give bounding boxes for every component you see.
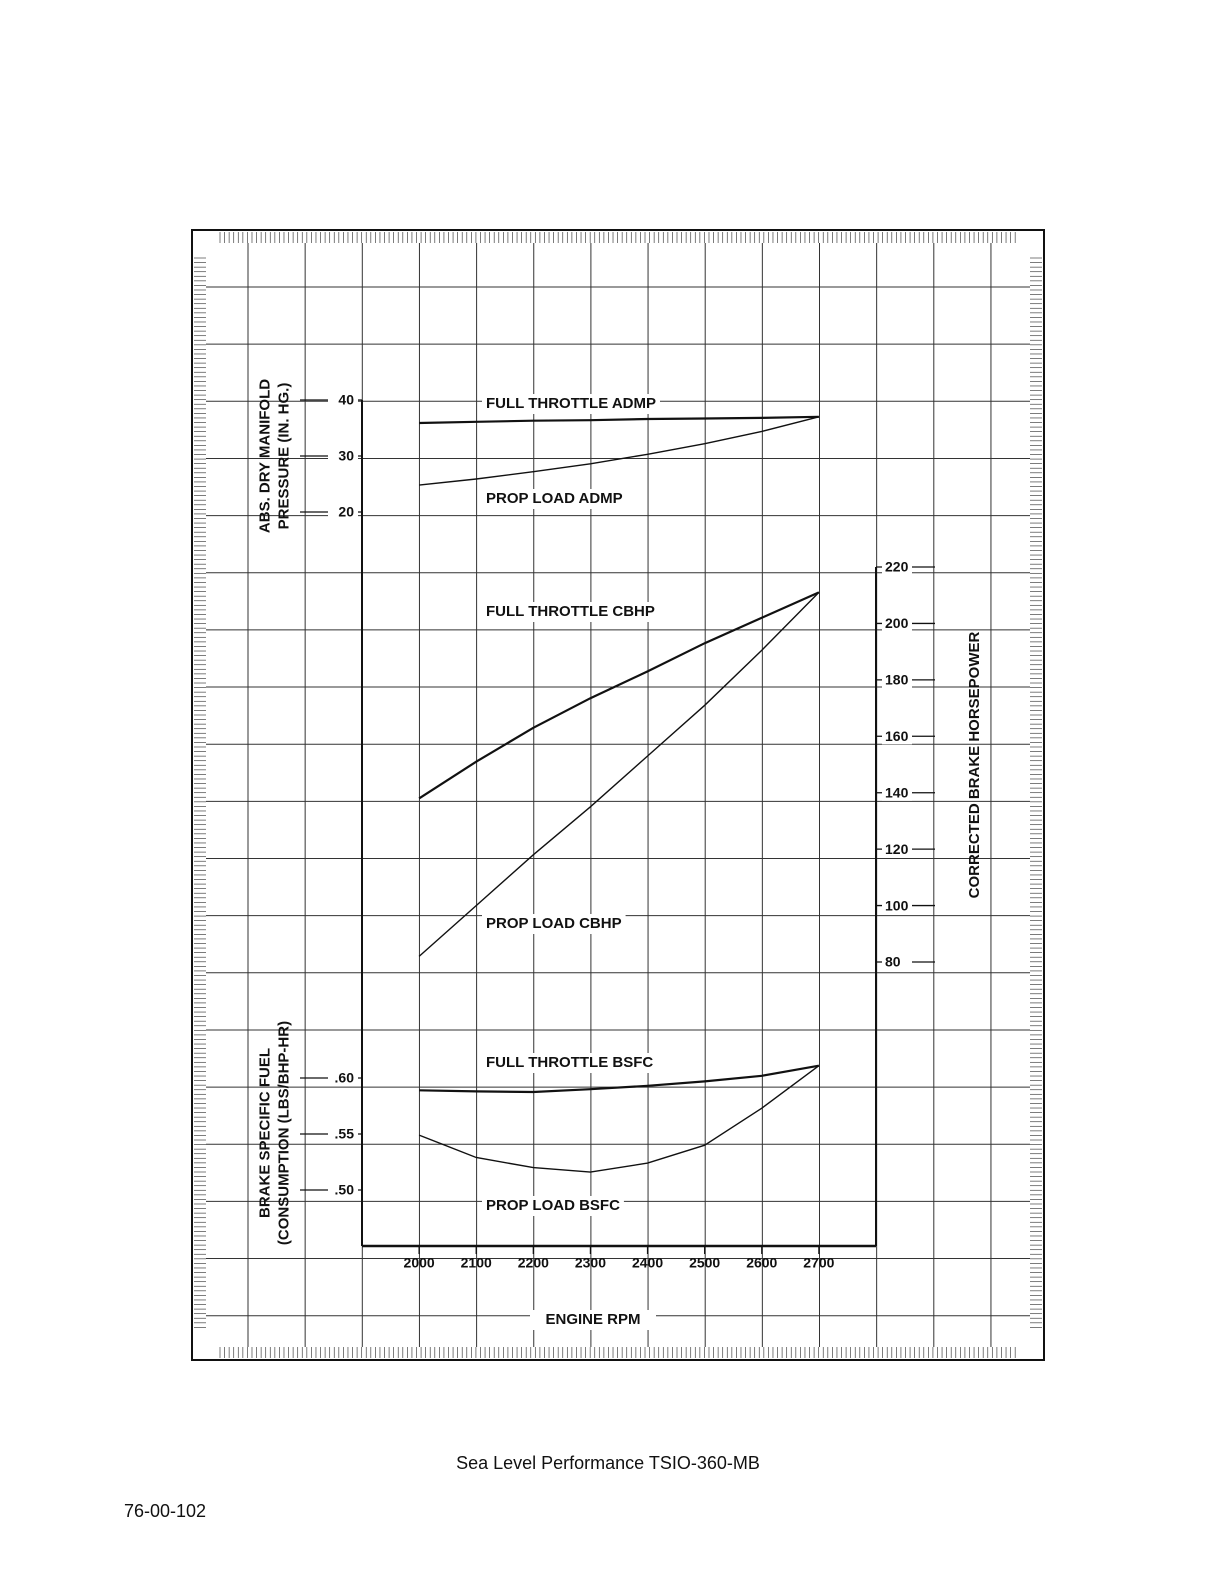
x-tick-label: 2500 bbox=[689, 1255, 720, 1271]
y-tick-label: .50 bbox=[335, 1182, 355, 1198]
y-tick-label: 180 bbox=[885, 672, 909, 688]
x-tick-label: 2300 bbox=[575, 1255, 606, 1271]
series-label: FULL THROTTLE ADMP bbox=[486, 395, 656, 412]
y-axis-label: CORRECTED BRAKE HORSEPOWER bbox=[966, 631, 983, 898]
series-line bbox=[418, 591, 820, 957]
y-axis-label-line: CORRECTED BRAKE HORSEPOWER bbox=[966, 631, 983, 898]
y-tick-label: 120 bbox=[885, 841, 909, 857]
y-tick-label: 140 bbox=[885, 784, 909, 800]
x-tick-label: 2100 bbox=[461, 1255, 492, 1271]
label-bg bbox=[482, 602, 659, 622]
label-bg bbox=[482, 1053, 658, 1073]
label-bg bbox=[882, 954, 912, 970]
label-bg bbox=[328, 392, 358, 408]
x-tick-label: 2200 bbox=[518, 1255, 549, 1271]
y-axis-label-line: ABS. DRY MANIFOLD bbox=[256, 379, 273, 533]
label-bg bbox=[882, 841, 912, 858]
y-tick-label: .60 bbox=[335, 1070, 355, 1086]
label-bg bbox=[882, 728, 912, 745]
series-label: PROP LOAD ADMP bbox=[486, 490, 623, 507]
y-tick-label: 200 bbox=[885, 615, 909, 631]
label-bg bbox=[882, 784, 912, 801]
label-bg bbox=[482, 1196, 624, 1216]
y-tick-label: .55 bbox=[335, 1126, 355, 1142]
x-tick-label: 2000 bbox=[404, 1255, 435, 1271]
label-bg bbox=[482, 914, 626, 934]
label-bg bbox=[882, 897, 912, 914]
x-tick-label: 2600 bbox=[746, 1255, 777, 1271]
y-tick-label: 40 bbox=[338, 392, 354, 408]
label-bg bbox=[328, 448, 358, 464]
y-tick-label: 160 bbox=[885, 728, 909, 744]
label-bg bbox=[882, 615, 912, 632]
y-tick-label: 100 bbox=[885, 897, 909, 913]
label-bg bbox=[482, 489, 627, 509]
series-label: FULL THROTTLE CBHP bbox=[486, 603, 655, 620]
label-bg bbox=[882, 671, 912, 688]
x-tick-label: 2400 bbox=[632, 1255, 663, 1271]
series-label: FULL THROTTLE BSFC bbox=[486, 1054, 653, 1071]
series-line bbox=[419, 415, 819, 425]
y-axis-label: BRAKE SPECIFIC FUEL (CONSUMPTION (LBS/BHP… bbox=[256, 1021, 292, 1245]
series-line bbox=[419, 1064, 820, 1094]
y-axis-label-line: BRAKE SPECIFIC FUEL bbox=[256, 1048, 273, 1218]
y-axis-label-line: (CONSUMPTION (LBS/BHP-HR) bbox=[275, 1021, 292, 1245]
series-line bbox=[418, 591, 820, 800]
x-axis-label: ENGINE RPM bbox=[545, 1311, 640, 1328]
label-bg bbox=[328, 504, 358, 520]
label-bg bbox=[530, 1310, 656, 1330]
y-tick-label: 30 bbox=[338, 448, 354, 464]
caption: Sea Level Performance TSIO-360-MB bbox=[456, 1453, 760, 1473]
label-bg bbox=[328, 1070, 358, 1086]
label-bg bbox=[482, 394, 660, 414]
series-label: PROP LOAD CBHP bbox=[486, 915, 622, 932]
y-tick-label: 20 bbox=[338, 504, 354, 520]
series-label: PROP LOAD BSFC bbox=[486, 1197, 620, 1214]
label-bg bbox=[328, 1182, 358, 1198]
frame bbox=[191, 229, 1045, 1361]
x-tick-label: 2700 bbox=[803, 1255, 834, 1271]
y-tick-label: 80 bbox=[885, 954, 901, 970]
page-number: 76-00-102 bbox=[124, 1501, 206, 1521]
y-axis-label-line: PRESSURE (IN. HG.) bbox=[275, 383, 292, 530]
y-tick-label: 220 bbox=[885, 559, 909, 575]
y-axis-label: ABS. DRY MANIFOLD PRESSURE (IN. HG.) bbox=[256, 379, 292, 533]
series-line bbox=[418, 1065, 820, 1173]
series-line bbox=[419, 416, 820, 486]
label-bg bbox=[882, 559, 912, 575]
label-bg bbox=[328, 1126, 358, 1142]
